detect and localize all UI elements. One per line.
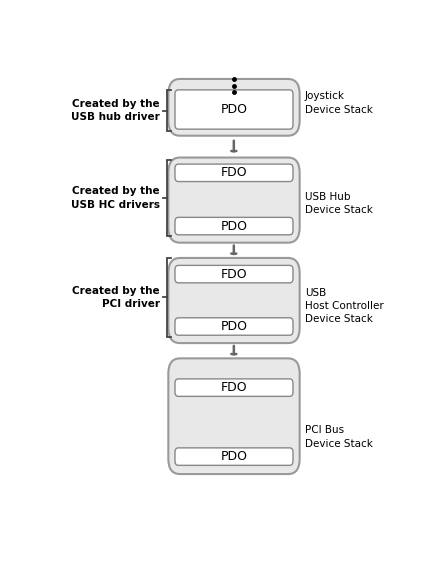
Text: PDO: PDO xyxy=(221,219,248,232)
FancyBboxPatch shape xyxy=(175,318,293,335)
FancyBboxPatch shape xyxy=(175,164,293,181)
FancyBboxPatch shape xyxy=(175,448,293,466)
Text: Created by the
USB hub driver: Created by the USB hub driver xyxy=(71,99,160,122)
Text: PDO: PDO xyxy=(221,320,248,333)
Text: PDO: PDO xyxy=(221,450,248,463)
Text: FDO: FDO xyxy=(221,166,247,179)
Text: FDO: FDO xyxy=(221,268,247,281)
FancyBboxPatch shape xyxy=(168,79,300,136)
Text: PDO: PDO xyxy=(221,103,248,116)
FancyBboxPatch shape xyxy=(175,379,293,396)
FancyBboxPatch shape xyxy=(175,217,293,235)
FancyBboxPatch shape xyxy=(175,265,293,283)
Text: USB
Host Controller
Device Stack: USB Host Controller Device Stack xyxy=(305,288,384,324)
FancyBboxPatch shape xyxy=(168,358,300,474)
Text: Created by the
USB HC drivers: Created by the USB HC drivers xyxy=(71,187,160,210)
FancyBboxPatch shape xyxy=(175,90,293,129)
Text: Created by the
PCI driver: Created by the PCI driver xyxy=(73,286,160,309)
FancyBboxPatch shape xyxy=(168,158,300,243)
FancyBboxPatch shape xyxy=(168,258,300,343)
Text: PCI Bus
Device Stack: PCI Bus Device Stack xyxy=(305,425,372,448)
Text: Joystick
Device Stack: Joystick Device Stack xyxy=(305,91,372,115)
Text: USB Hub
Device Stack: USB Hub Device Stack xyxy=(305,192,372,215)
Text: FDO: FDO xyxy=(221,381,247,394)
